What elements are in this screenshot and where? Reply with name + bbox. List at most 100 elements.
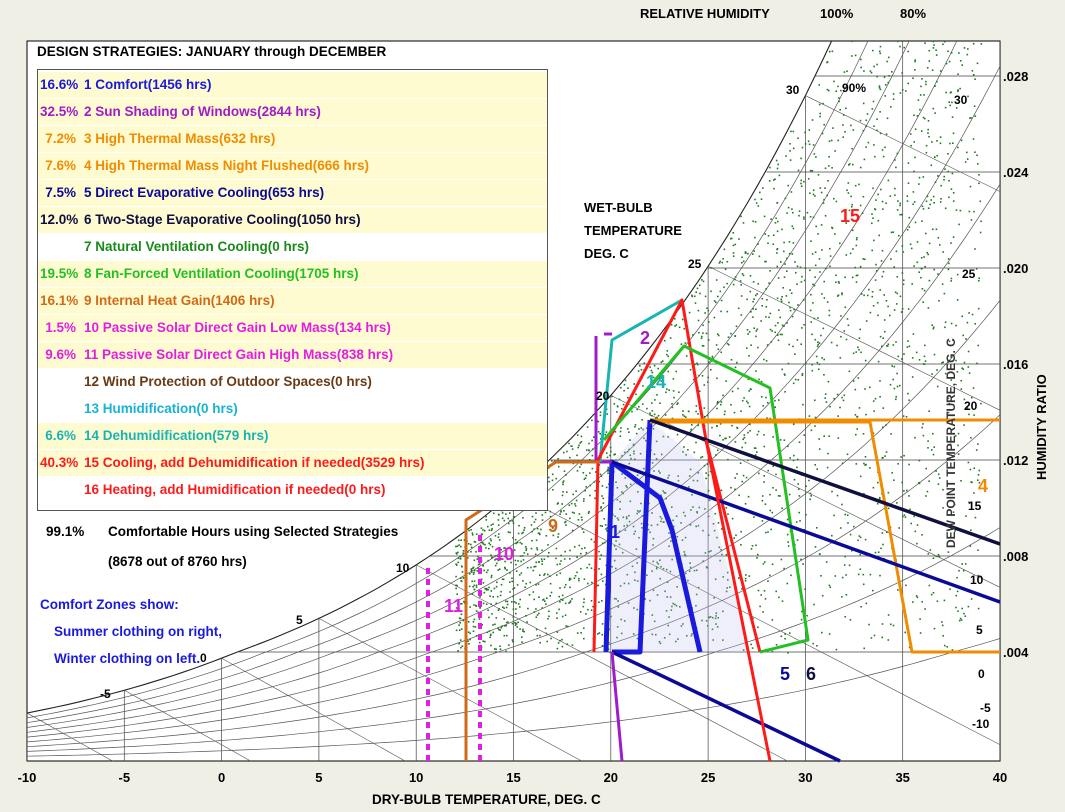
data-point bbox=[633, 444, 635, 447]
data-point bbox=[777, 277, 780, 279]
data-point bbox=[979, 200, 982, 203]
data-point bbox=[942, 43, 944, 46]
data-point bbox=[854, 414, 857, 416]
data-point bbox=[829, 586, 832, 589]
data-point bbox=[513, 549, 516, 551]
data-point bbox=[522, 630, 524, 632]
data-point bbox=[666, 388, 668, 390]
data-point bbox=[660, 361, 663, 363]
data-point bbox=[970, 481, 972, 483]
data-point bbox=[858, 337, 861, 339]
data-point bbox=[549, 575, 551, 577]
data-point bbox=[756, 328, 759, 331]
data-point bbox=[911, 283, 913, 285]
data-point bbox=[925, 83, 927, 86]
data-point bbox=[831, 167, 833, 169]
data-point bbox=[968, 372, 971, 374]
data-point bbox=[742, 438, 744, 441]
data-point bbox=[930, 593, 933, 596]
data-point bbox=[700, 337, 703, 340]
data-point bbox=[844, 276, 846, 279]
data-point bbox=[757, 589, 760, 592]
data-point bbox=[484, 640, 486, 643]
comfort-zone-1b bbox=[612, 419, 653, 655]
data-point bbox=[918, 482, 921, 485]
data-point bbox=[545, 632, 548, 635]
data-point bbox=[506, 600, 509, 603]
data-point bbox=[914, 60, 916, 63]
wet-bulb-value: 30 bbox=[786, 83, 800, 97]
data-point bbox=[490, 590, 493, 592]
data-point bbox=[704, 312, 706, 314]
data-point bbox=[887, 179, 890, 182]
data-point bbox=[505, 624, 507, 627]
data-point bbox=[559, 513, 561, 515]
data-point bbox=[788, 343, 790, 346]
data-point bbox=[533, 598, 535, 601]
data-point bbox=[535, 608, 537, 610]
data-point bbox=[759, 191, 761, 194]
data-point bbox=[887, 491, 890, 494]
data-point bbox=[808, 129, 811, 131]
data-point bbox=[774, 178, 776, 180]
data-point bbox=[843, 71, 846, 73]
data-point bbox=[761, 520, 764, 522]
data-point bbox=[504, 566, 506, 569]
data-point bbox=[947, 397, 950, 400]
data-point bbox=[582, 531, 585, 533]
data-point bbox=[942, 507, 944, 509]
data-point bbox=[573, 577, 576, 579]
strategy-text: 7 Natural Ventilation Cooling(0 hrs) bbox=[84, 239, 310, 254]
data-point bbox=[720, 528, 723, 530]
data-point bbox=[798, 441, 801, 443]
data-point bbox=[976, 154, 978, 157]
data-point bbox=[590, 538, 593, 541]
data-point bbox=[788, 301, 790, 304]
data-point bbox=[740, 295, 743, 297]
data-point bbox=[685, 416, 687, 418]
data-point bbox=[676, 535, 679, 538]
data-point bbox=[708, 321, 710, 323]
data-point bbox=[905, 584, 907, 587]
data-point bbox=[844, 616, 846, 618]
data-point bbox=[688, 570, 691, 572]
data-point bbox=[475, 533, 478, 535]
data-point bbox=[855, 244, 858, 247]
data-point bbox=[754, 198, 756, 201]
strategy-text: 8 Fan-Forced Ventilation Cooling(1705 hr… bbox=[84, 266, 359, 281]
data-point bbox=[781, 507, 783, 510]
data-point bbox=[771, 650, 774, 653]
data-point bbox=[636, 637, 639, 640]
data-point bbox=[812, 144, 815, 146]
data-point bbox=[562, 481, 564, 484]
data-point bbox=[692, 479, 695, 482]
data-point bbox=[908, 646, 911, 649]
data-point bbox=[704, 552, 707, 554]
data-point bbox=[789, 143, 791, 145]
data-point bbox=[455, 545, 457, 548]
data-point bbox=[478, 618, 481, 620]
data-point bbox=[918, 271, 920, 273]
data-point bbox=[957, 432, 960, 435]
data-point bbox=[916, 241, 919, 243]
data-point bbox=[907, 340, 909, 342]
data-point bbox=[897, 355, 900, 358]
data-point bbox=[500, 626, 503, 629]
data-point bbox=[507, 531, 510, 533]
data-point bbox=[901, 481, 903, 484]
data-point bbox=[682, 511, 685, 514]
data-point bbox=[588, 563, 591, 566]
data-point bbox=[455, 575, 457, 578]
data-point bbox=[500, 590, 502, 593]
data-point bbox=[576, 434, 579, 436]
data-point bbox=[908, 216, 911, 219]
data-point bbox=[469, 638, 471, 641]
data-point bbox=[964, 161, 967, 163]
data-point bbox=[512, 537, 514, 539]
data-point bbox=[498, 539, 501, 541]
data-point bbox=[495, 648, 497, 651]
data-point bbox=[498, 568, 501, 570]
data-point bbox=[814, 195, 816, 197]
data-point bbox=[700, 456, 702, 459]
data-point bbox=[754, 294, 757, 297]
